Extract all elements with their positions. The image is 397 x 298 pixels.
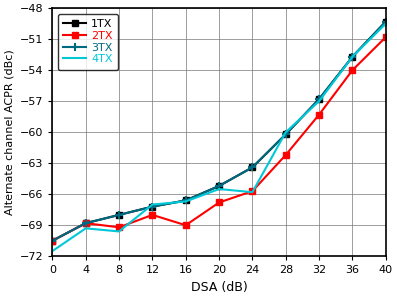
2TX — [183, 224, 188, 227]
3TX — [83, 221, 88, 225]
3TX — [283, 133, 288, 136]
1TX — [150, 205, 155, 208]
Line: 3TX: 3TX — [48, 18, 390, 245]
2TX — [250, 189, 255, 193]
2TX — [350, 69, 355, 72]
1TX — [83, 221, 88, 225]
2TX — [83, 221, 88, 225]
Line: 1TX: 1TX — [50, 19, 389, 243]
1TX — [283, 133, 288, 136]
2TX — [283, 153, 288, 157]
3TX — [384, 20, 388, 23]
4TX — [150, 203, 155, 206]
4TX — [217, 187, 222, 191]
4TX — [384, 22, 388, 25]
2TX — [217, 201, 222, 204]
1TX — [250, 166, 255, 169]
3TX — [183, 199, 188, 202]
4TX — [283, 131, 288, 134]
2TX — [384, 35, 388, 39]
3TX — [117, 213, 121, 217]
3TX — [250, 166, 255, 169]
1TX — [384, 20, 388, 23]
1TX — [350, 55, 355, 58]
1TX — [183, 199, 188, 202]
3TX — [317, 97, 322, 101]
3TX — [150, 205, 155, 208]
1TX — [117, 213, 121, 217]
4TX — [183, 200, 188, 203]
3TX — [50, 239, 55, 243]
2TX — [50, 239, 55, 243]
4TX — [117, 230, 121, 233]
Line: 2TX: 2TX — [50, 34, 389, 243]
X-axis label: DSA (dB): DSA (dB) — [191, 281, 247, 294]
Y-axis label: Alternate channel ACPR (dBc): Alternate channel ACPR (dBc) — [4, 49, 14, 215]
4TX — [350, 55, 355, 58]
3TX — [350, 55, 355, 58]
1TX — [317, 97, 322, 101]
4TX — [250, 190, 255, 194]
2TX — [117, 226, 121, 229]
2TX — [150, 213, 155, 217]
4TX — [50, 249, 55, 253]
2TX — [317, 113, 322, 117]
4TX — [83, 226, 88, 230]
1TX — [50, 239, 55, 243]
Legend: 1TX, 2TX, 3TX, 4TX: 1TX, 2TX, 3TX, 4TX — [58, 14, 118, 70]
3TX — [217, 184, 222, 188]
4TX — [317, 100, 322, 103]
1TX — [217, 184, 222, 188]
Line: 4TX: 4TX — [52, 24, 386, 251]
